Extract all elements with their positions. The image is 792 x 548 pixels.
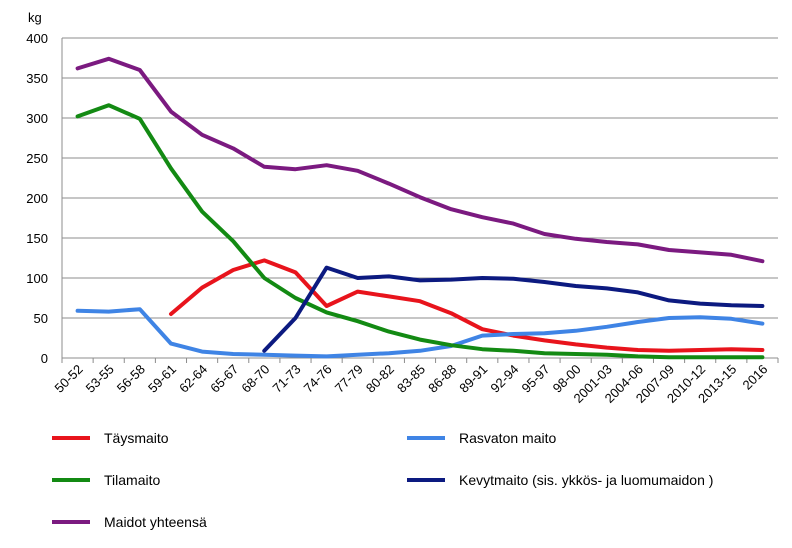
legend-item: Kevytmaito (sis. ykkös- ja luomumaidon ) — [407, 472, 713, 488]
y-tick-label: 300 — [26, 111, 48, 126]
y-axis-unit: kg — [28, 10, 42, 25]
legend-label: Maidot yhteensä — [104, 514, 207, 530]
y-tick-label: 150 — [26, 231, 48, 246]
legend-label: Täysmaito — [104, 430, 169, 446]
y-tick-label: 200 — [26, 191, 48, 206]
legend-swatch — [407, 436, 445, 440]
y-tick-label: 50 — [34, 311, 48, 326]
legend-item: Maidot yhteensä — [52, 514, 207, 530]
y-tick-labels: 0 50 100 150 200 250 300 350 400 — [26, 31, 48, 366]
series-line — [75, 103, 765, 360]
series-line — [75, 307, 765, 359]
y-tick-label: 250 — [26, 151, 48, 166]
legend-item: Tilamaito — [52, 472, 160, 488]
series-line — [262, 265, 765, 353]
series-lines — [75, 56, 765, 360]
legend-item: Täysmaito — [52, 430, 169, 446]
legend-label: Tilamaito — [104, 472, 161, 488]
legend-swatch — [52, 478, 90, 482]
series-line — [75, 56, 765, 264]
legend-swatch — [52, 436, 90, 440]
legend-swatch — [407, 478, 445, 482]
series-line — [169, 258, 765, 353]
y-tick-label: 100 — [26, 271, 48, 286]
y-tick-label: 350 — [26, 71, 48, 86]
legend-item: Rasvaton maito — [407, 430, 556, 446]
legend-label: Kevytmaito (sis. ykkös- ja luomumaidon ) — [459, 472, 714, 488]
y-tick-label: 0 — [41, 351, 48, 366]
legend-label: Rasvaton maito — [459, 430, 557, 446]
y-tick-label: 400 — [26, 31, 48, 46]
legend-swatch — [52, 520, 90, 524]
